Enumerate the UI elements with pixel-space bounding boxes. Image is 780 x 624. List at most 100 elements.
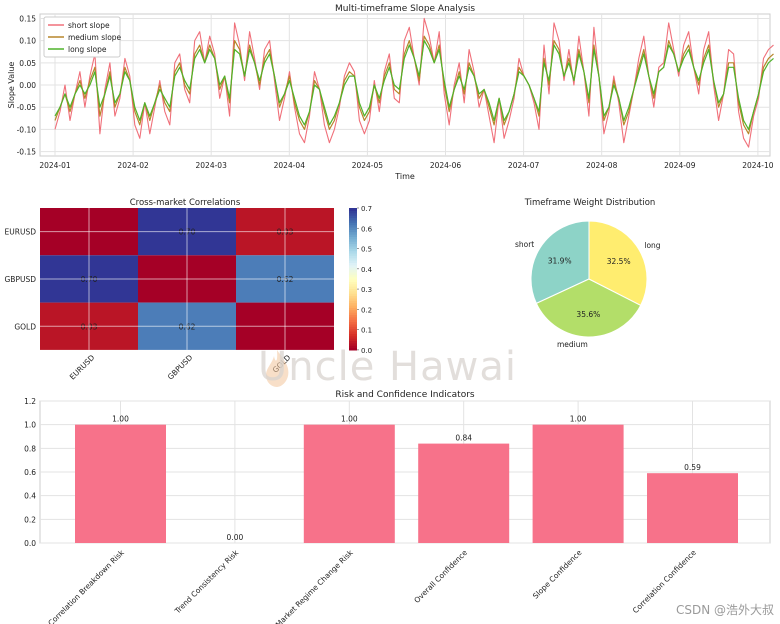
bar-category-label: Market Regime Change Risk	[274, 548, 355, 624]
colorbar-segment	[349, 293, 357, 297]
colorbar-segment	[349, 335, 357, 339]
line-y-tick-label: -0.05	[17, 103, 37, 112]
colorbar-segment	[349, 288, 357, 292]
colorbar-segment	[349, 312, 357, 316]
colorbar-segment	[349, 278, 357, 282]
bar-category-label: Overall Confidence	[412, 548, 469, 605]
colorbar-segment	[349, 297, 357, 301]
pie-title: Timeframe Weight Distribution	[524, 198, 656, 208]
line-y-tick-label: 0.15	[19, 14, 36, 23]
colorbar-tick-label: 0.6	[361, 225, 373, 233]
bar-value-label: 1.00	[112, 415, 129, 424]
colorbar-segment	[349, 234, 357, 237]
heatmap-col-label: EURUSD	[68, 353, 97, 382]
line-chart-title: Multi-timeframe Slope Analysis	[335, 4, 475, 14]
colorbar-segment	[349, 226, 357, 230]
colorbar-segment	[349, 316, 357, 320]
colorbar-segment	[349, 267, 357, 271]
colorbar-segment	[349, 231, 357, 235]
pie-slice-medium	[535, 278, 642, 338]
colorbar-segment	[349, 241, 357, 245]
colorbar-segment	[349, 323, 357, 327]
pie-slice-short	[530, 220, 590, 305]
colorbar-segment	[349, 304, 357, 308]
bar-category-label: Slope Confidence	[531, 548, 584, 601]
colorbar-segment	[349, 314, 357, 318]
bar	[647, 473, 738, 543]
watermark-text: Uncle Hawai	[258, 344, 517, 390]
pie-pct-label: 31.9%	[548, 256, 572, 265]
line-x-tick-label: 2024-07	[508, 161, 540, 170]
legend-label-medium: medium slope	[68, 33, 122, 42]
line-x-tick-label: 2024-06	[430, 161, 462, 170]
bar-value-label: 0.84	[455, 434, 472, 443]
colorbar-segment	[349, 338, 357, 342]
colorbar-segment	[349, 238, 357, 242]
bar	[418, 443, 510, 543]
colorbar-segment	[349, 328, 357, 332]
bar-y-tick-label: 0.0	[24, 539, 36, 548]
bar-chart-title: Risk and Confidence Indicators	[335, 390, 475, 400]
colorbar-segment	[349, 219, 357, 223]
bar-y-tick-label: 0.2	[24, 515, 36, 524]
colorbar-segment	[349, 333, 357, 337]
heatmap-col-label: GBPUSD	[166, 353, 195, 382]
colorbar-tick-label: 0.4	[361, 266, 373, 274]
colorbar-segment	[349, 260, 357, 263]
bar	[75, 424, 166, 543]
colorbar-segment	[349, 302, 357, 306]
line-y-tick-label: 0.10	[19, 37, 36, 46]
weight-pie-chart: Timeframe Weight Distribution 31.9% short…	[515, 198, 661, 349]
bar-category-label: Correlation Breakdown Risk	[46, 548, 126, 624]
colorbar-segment	[349, 295, 357, 299]
colorbar-segment	[349, 300, 357, 304]
colorbar-segment	[349, 243, 357, 247]
line-x-tick-label: 2024-03	[196, 161, 228, 170]
colorbar-segment	[349, 257, 357, 261]
colorbar-segment	[349, 319, 357, 323]
line-y-label: Slope Value	[7, 62, 16, 109]
colorbar-segment	[349, 330, 357, 334]
bar-value-label: 1.00	[570, 415, 587, 424]
colorbar-segment	[349, 347, 357, 351]
heatmap-row-label: GOLD	[14, 322, 36, 331]
legend-label-long: long slope	[68, 45, 107, 54]
risk-bar-chart: 0.0 0.2 0.4 0.6 0.8 1.0 1.2 1.00 0.00 1.00 0.84 1.…	[24, 390, 771, 624]
bar	[532, 424, 624, 543]
line-y-tick-label: -0.15	[17, 148, 37, 157]
legend-label-short: short slope	[68, 21, 110, 30]
line-y-tick-label: 0.05	[19, 59, 36, 68]
bar-y-tick-label: 0.8	[24, 444, 36, 453]
colorbar-segment	[349, 250, 357, 254]
colorbar-segment	[349, 290, 357, 294]
colorbar-segment	[349, 262, 357, 266]
line-y-tick-label: 0.00	[19, 81, 36, 90]
bar-value-label: 0.59	[684, 463, 701, 472]
bar-y-tick-label: 0.4	[24, 492, 36, 501]
heatmap-row-label: EURUSD	[5, 228, 37, 237]
colorbar-segment	[349, 208, 357, 211]
correlation-heatmap: Cross-market Correlations 0.700.030.700.…	[4, 198, 372, 382]
heatmap-title: Cross-market Correlations	[130, 198, 241, 208]
colorbar-segment	[349, 222, 357, 226]
colorbar-tick-label: 0.5	[361, 246, 372, 254]
bar-y-tick-label: 0.6	[24, 468, 36, 477]
series-line-long	[54, 39, 774, 130]
colorbar-segment	[349, 217, 357, 221]
colorbar-segment	[349, 309, 357, 313]
line-y-tick-label: -0.10	[17, 125, 37, 134]
colorbar-segment	[349, 236, 357, 240]
bar-y-tick-label: 1.0	[24, 421, 36, 430]
colorbar-segment	[349, 286, 357, 290]
slope-line-chart: -0.15 -0.10 -0.05 0.00 0.05 0.10 0.15 2024-01 2…	[7, 4, 774, 181]
pie-slice-label: medium	[557, 340, 588, 349]
pie-pct-label: 35.6%	[576, 310, 600, 319]
bar-category-label: Trend Consistency Risk	[172, 548, 240, 616]
colorbar-segment	[349, 276, 357, 280]
line-legend: short slope medium slope long slope	[43, 16, 122, 58]
colorbar-segment	[349, 281, 357, 285]
colorbar-tick-label: 0.1	[361, 327, 372, 335]
colorbar-segment	[349, 340, 357, 344]
watermark-flame-icon	[266, 350, 289, 387]
